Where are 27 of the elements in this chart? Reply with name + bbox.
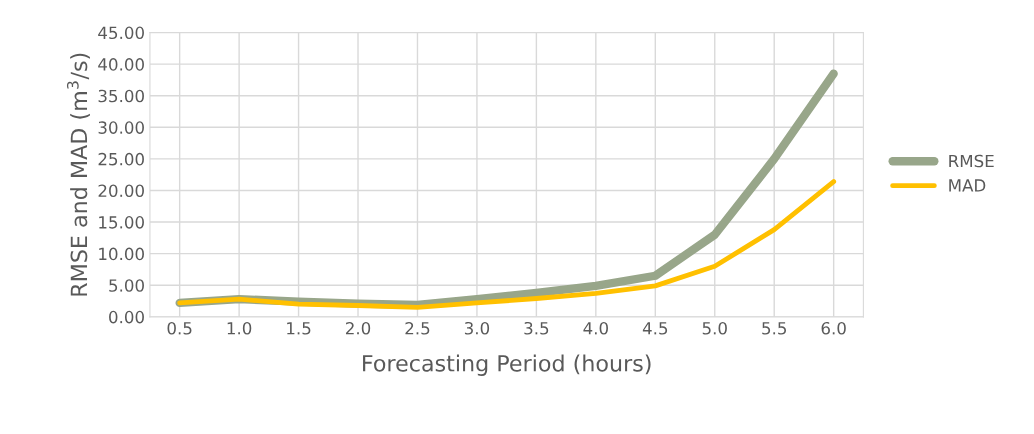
line-series bbox=[177, 179, 837, 310]
x-tick-label: 5.0 bbox=[702, 321, 727, 335]
y-tick-label: 5.00 bbox=[109, 279, 144, 292]
y-tick-label: 45.00 bbox=[98, 26, 144, 40]
x-tick-label: 4.5 bbox=[642, 322, 668, 335]
y-tick-label: 15.00 bbox=[99, 216, 144, 229]
y-tick-label: 30.00 bbox=[98, 121, 144, 134]
x-tick-label: 0.5 bbox=[167, 321, 192, 335]
x-tick-label: 2.5 bbox=[405, 321, 430, 335]
x-tick-label: 2.0 bbox=[345, 321, 371, 335]
x-tick-label: 4.0 bbox=[583, 321, 608, 335]
y-tick-label: 20.00 bbox=[98, 184, 144, 198]
y-tick-label: 40.00 bbox=[98, 58, 144, 71]
x-tick-label: 1.0 bbox=[227, 321, 252, 335]
y-tick-label: 0.00 bbox=[109, 310, 144, 324]
x-tick-label: 3.5 bbox=[524, 321, 549, 335]
x-tick-label: 3.0 bbox=[464, 321, 490, 335]
legend-label: RMSE bbox=[949, 154, 994, 168]
y-axis-title: RMSE and MAD (m$^{3}$/s) bbox=[66, 53, 90, 296]
y-tick-label: 25.00 bbox=[98, 152, 144, 166]
x-tick-label: 1.5 bbox=[287, 322, 311, 335]
x-tick-label: 5.5 bbox=[762, 322, 787, 335]
x-axis-title: Forecasting Period (hours) bbox=[363, 354, 651, 376]
y-tick-label: 10.00 bbox=[99, 247, 144, 261]
legend-label: MAD bbox=[949, 179, 986, 192]
y-tick-label: 35.00 bbox=[98, 89, 144, 103]
x-tick-label: 6.0 bbox=[821, 321, 846, 335]
